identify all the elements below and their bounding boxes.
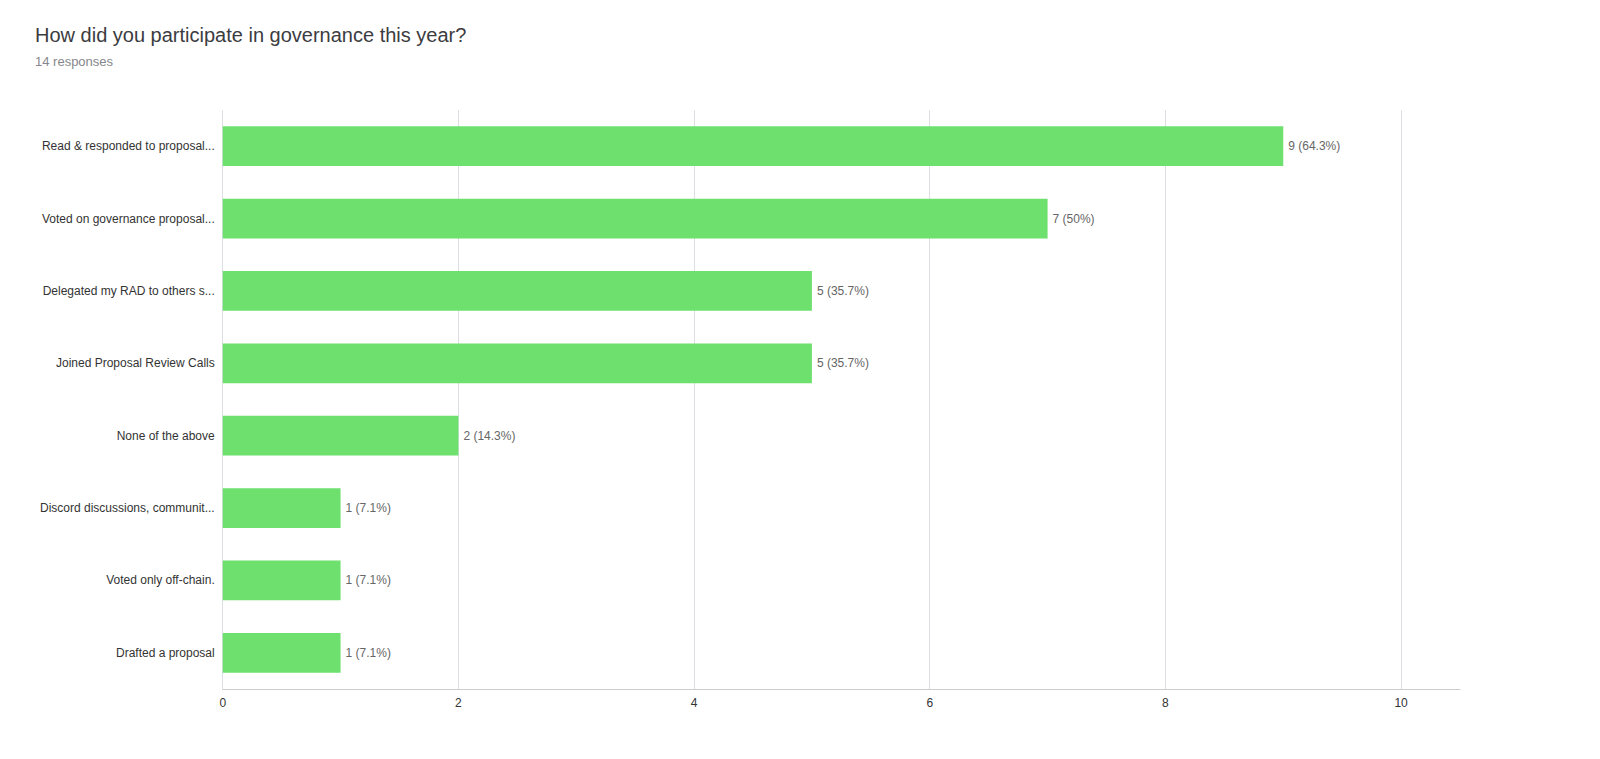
svg-text:1 (7.1%): 1 (7.1%)	[346, 501, 391, 515]
svg-text:2 (14.3%): 2 (14.3%)	[463, 429, 515, 443]
svg-text:Delegated my RAD to others s..: Delegated my RAD to others s...	[43, 284, 215, 298]
svg-text:Drafted a proposal: Drafted a proposal	[116, 646, 215, 660]
svg-text:8: 8	[1162, 696, 1169, 710]
svg-text:Read & responded to proposal..: Read & responded to proposal...	[42, 139, 215, 153]
svg-text:How did you participate in gov: How did you participate in governance th…	[35, 24, 466, 46]
svg-text:5 (35.7%): 5 (35.7%)	[817, 284, 869, 298]
svg-text:0: 0	[219, 696, 226, 710]
svg-text:1 (7.1%): 1 (7.1%)	[346, 573, 391, 587]
svg-text:None of the above: None of the above	[117, 429, 215, 443]
svg-text:Voted only off-chain.: Voted only off-chain.	[106, 573, 215, 587]
svg-text:7 (50%): 7 (50%)	[1053, 212, 1095, 226]
svg-text:9 (64.3%): 9 (64.3%)	[1288, 139, 1340, 153]
svg-text:2: 2	[455, 696, 462, 710]
svg-text:Joined Proposal Review Calls: Joined Proposal Review Calls	[56, 356, 215, 370]
svg-text:10: 10	[1394, 696, 1408, 710]
svg-text:6: 6	[926, 696, 933, 710]
svg-text:5 (35.7%): 5 (35.7%)	[817, 356, 869, 370]
svg-text:1 (7.1%): 1 (7.1%)	[346, 646, 391, 660]
svg-text:Voted on governance proposal..: Voted on governance proposal...	[42, 212, 215, 226]
svg-text:14 responses: 14 responses	[35, 54, 114, 69]
svg-text:Discord discussions, communit.: Discord discussions, communit...	[40, 501, 215, 515]
svg-text:4: 4	[691, 696, 698, 710]
